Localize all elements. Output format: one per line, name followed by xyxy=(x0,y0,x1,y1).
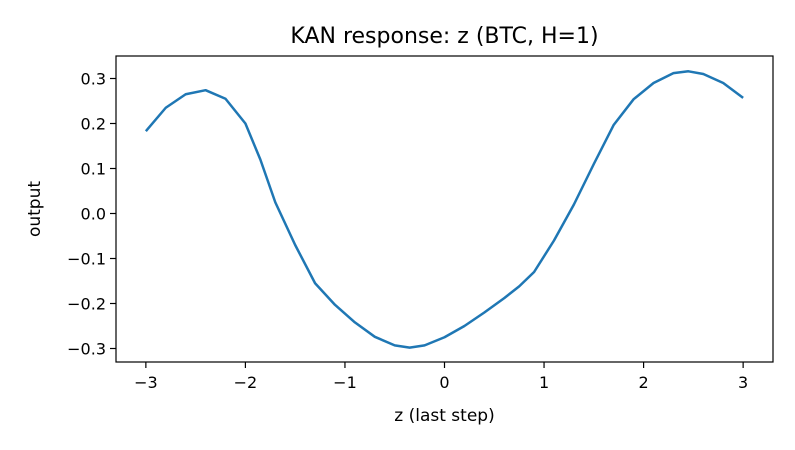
y-tick-label: 0.1 xyxy=(81,160,106,179)
y-tick-label: 0.2 xyxy=(81,115,106,134)
y-tick-label: −0.2 xyxy=(67,295,106,314)
chart-title: KAN response: z (BTC, H=1) xyxy=(290,24,598,49)
y-axis-label: output xyxy=(25,181,45,237)
x-tick-label: 0 xyxy=(439,373,449,392)
x-tick-label: −2 xyxy=(234,373,258,392)
plot-frame xyxy=(115,55,774,363)
x-tick-label: −1 xyxy=(333,373,357,392)
x-tick-label: −3 xyxy=(134,373,158,392)
y-tick-label: −0.1 xyxy=(67,250,106,269)
y-tick-label: −0.3 xyxy=(67,340,106,359)
x-tick-label: 3 xyxy=(738,373,748,392)
x-axis-label: z (last step) xyxy=(394,406,494,426)
y-tick-label: 0.3 xyxy=(81,70,106,89)
series-line xyxy=(144,70,744,349)
x-axis: −3 −2 −1 0 1 2 3 xyxy=(134,362,748,392)
x-tick-label: 1 xyxy=(539,373,549,392)
y-axis: −0.3 −0.2 −0.1 0.0 0.1 0.2 0.3 xyxy=(67,70,116,359)
y-tick-label: 0.0 xyxy=(81,205,106,224)
x-tick-label: 2 xyxy=(638,373,648,392)
